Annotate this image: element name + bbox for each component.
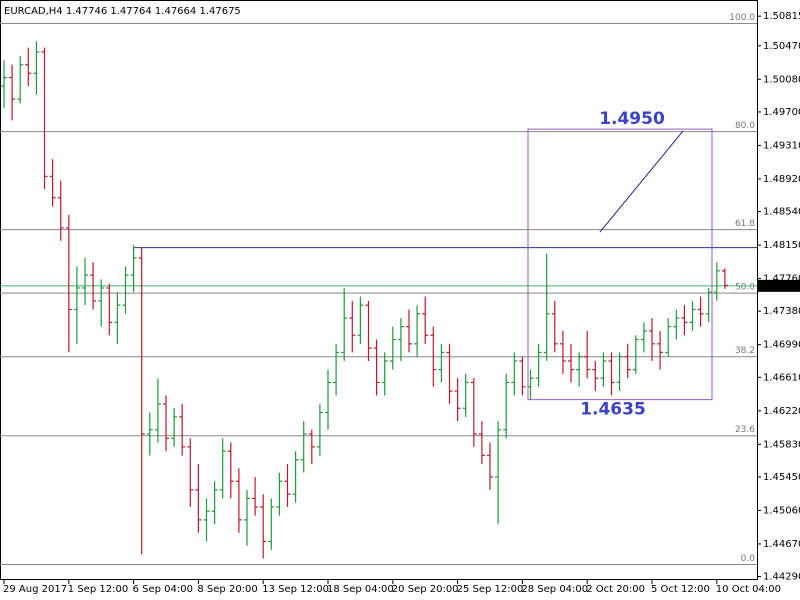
y-tick-label: 1.49310: [763, 140, 800, 151]
fib-label: 100.0: [729, 13, 755, 23]
fib-label: 38.2: [735, 346, 755, 356]
x-tick-label: 5 Oct 12:00: [651, 584, 710, 595]
x-tick-label: 2 Oct 20:00: [586, 584, 645, 595]
y-tick-label: 1.46610: [763, 372, 800, 383]
fib-label: 61.8: [735, 219, 755, 229]
last-price-label: 1.47675: [761, 281, 800, 292]
y-tick-label: 1.47380: [763, 306, 800, 317]
x-tick-label: 13 Sep 12:00: [262, 584, 329, 595]
x-tick-label: 8 Sep 20:00: [197, 584, 257, 595]
x-tick-label: 25 Sep 12:00: [457, 584, 524, 595]
y-tick-label: 1.46220: [763, 406, 800, 417]
y-tick-label: 1.47760: [763, 274, 800, 285]
y-tick-label: 1.48920: [763, 174, 800, 185]
x-tick-label: 10 Oct 04:00: [716, 584, 781, 595]
x-tick-label: 28 Sep 04:00: [521, 584, 588, 595]
x-tick-label: 1 Sep 12:00: [68, 584, 128, 595]
y-tick-label: 1.45060: [763, 505, 800, 516]
annotation-label: 1.4950: [599, 109, 665, 129]
x-tick-label: 18 Sep 04:00: [327, 584, 394, 595]
x-tick-label: 29 Aug 2017: [3, 584, 67, 595]
annotation-label: 1.4635: [580, 400, 646, 420]
chart-title: EURCAD,H4 1.47746 1.47764 1.47664 1.4767…: [4, 6, 241, 17]
y-tick-label: 1.44290: [763, 572, 800, 583]
y-tick-label: 1.45450: [763, 472, 800, 483]
y-tick-label: 1.49700: [763, 107, 800, 118]
plot-frame: [0, 0, 758, 580]
y-tick-label: 1.45830: [763, 439, 800, 450]
fib-label: 23.6: [735, 425, 755, 435]
fib-label: 80.0: [735, 121, 755, 131]
y-tick-label: 1.48150: [763, 240, 800, 251]
y-tick-label: 1.50080: [763, 74, 800, 85]
y-tick-label: 1.50815: [763, 11, 800, 22]
fib-label: 50.0: [735, 283, 755, 293]
y-tick-label: 1.50470: [763, 41, 800, 52]
trend-line: [599, 130, 684, 233]
last-price-tag: [758, 279, 800, 292]
y-tick-label: 1.46990: [763, 340, 800, 351]
y-tick-label: 1.44670: [763, 539, 800, 550]
y-tick-label: 1.48540: [763, 207, 800, 218]
target-box: [527, 128, 713, 401]
x-tick-label: 6 Sep 04:00: [133, 584, 193, 595]
x-tick-label: 20 Sep 20:00: [392, 584, 459, 595]
fib-label: 0.0: [741, 554, 756, 564]
